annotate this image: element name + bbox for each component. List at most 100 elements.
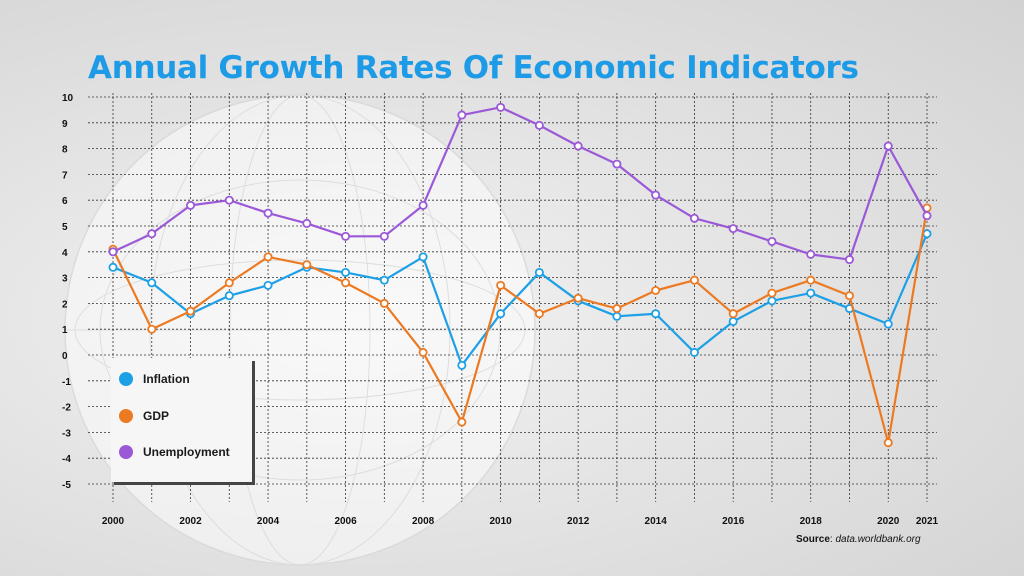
data-point-inflation: [341, 267, 351, 277]
data-point-inflation: [883, 319, 893, 329]
y-tick-label: -3: [62, 428, 71, 439]
data-point-unemployment: [689, 213, 699, 223]
x-tick-label: 2000: [102, 516, 125, 527]
series-line-inflation: [112, 233, 929, 367]
data-point-unemployment: [806, 249, 816, 259]
data-point-unemployment: [651, 190, 661, 200]
x-tick-label: 2004: [257, 516, 280, 527]
data-point-inflation: [496, 309, 506, 319]
legend-label-gdp: GDP: [143, 409, 170, 423]
data-point-unemployment: [418, 200, 428, 210]
source-note: Source: data.worldbank.org: [796, 534, 921, 545]
data-point-unemployment: [612, 159, 622, 169]
data-point-inflation: [224, 291, 234, 301]
legend-item-unemployment: Unemployment: [119, 445, 230, 459]
data-point-gdp: [844, 291, 854, 301]
data-point-gdp: [573, 293, 583, 303]
data-point-gdp: [496, 280, 506, 290]
data-point-gdp: [224, 278, 234, 288]
data-point-gdp: [341, 278, 351, 288]
x-tick-label: 2010: [489, 516, 512, 527]
y-tick-label: 7: [62, 170, 68, 181]
x-tick-label: 2002: [179, 516, 202, 527]
x-tick-label: 2016: [722, 516, 745, 527]
y-tick-label: 5: [62, 222, 68, 233]
data-point-inflation: [922, 229, 932, 239]
data-point-inflation: [689, 347, 699, 357]
data-series: [108, 102, 932, 448]
data-point-inflation: [767, 296, 777, 306]
legend-label-inflation: Inflation: [143, 372, 190, 386]
y-tick-label: 2: [62, 299, 68, 310]
x-tick-label: 2021: [916, 516, 939, 527]
data-point-unemployment: [728, 224, 738, 234]
data-point-gdp: [534, 309, 544, 319]
data-point-inflation: [728, 316, 738, 326]
data-point-inflation: [379, 275, 389, 285]
legend-label-unemployment: Unemployment: [143, 445, 230, 459]
legend-swatch-inflation: [119, 372, 133, 386]
data-point-inflation: [612, 311, 622, 321]
x-tick-label: 2014: [645, 516, 668, 527]
data-point-gdp: [689, 275, 699, 285]
data-point-gdp: [806, 275, 816, 285]
legend-swatch-unemployment: [119, 445, 133, 459]
data-point-inflation: [418, 252, 428, 262]
data-point-gdp: [457, 417, 467, 427]
data-point-unemployment: [224, 195, 234, 205]
data-point-gdp: [651, 285, 661, 295]
chart-title: Annual Growth Rates Of Economic Indicato…: [88, 50, 859, 86]
data-point-inflation: [147, 278, 157, 288]
data-point-inflation: [457, 360, 467, 370]
data-point-inflation: [108, 262, 118, 272]
data-point-gdp: [263, 252, 273, 262]
data-point-unemployment: [147, 229, 157, 239]
data-point-unemployment: [108, 247, 118, 257]
y-tick-label: 0: [62, 351, 68, 362]
data-point-inflation: [263, 280, 273, 290]
data-point-gdp: [883, 438, 893, 448]
y-tick-label: 9: [62, 119, 68, 130]
data-point-unemployment: [263, 208, 273, 218]
series-line-gdp: [112, 207, 929, 444]
legend-item-gdp: GDP: [119, 409, 169, 423]
y-tick-label: -4: [62, 454, 71, 465]
x-tick-label: 2012: [567, 516, 590, 527]
data-point-unemployment: [496, 102, 506, 112]
globe-background: [64, 94, 536, 566]
source-value: data.worldbank.org: [835, 534, 921, 545]
legend-item-inflation: Inflation: [119, 372, 190, 386]
x-tick-label: 2008: [412, 516, 435, 527]
data-point-gdp: [379, 298, 389, 308]
data-point-gdp: [612, 304, 622, 314]
y-tick-label: 3: [62, 274, 68, 285]
data-point-gdp: [186, 306, 196, 316]
y-tick-label: -5: [62, 480, 71, 491]
y-tick-label: 4: [62, 248, 68, 259]
y-tick-label: -2: [62, 403, 71, 414]
data-point-unemployment: [883, 141, 893, 151]
data-point-unemployment: [341, 231, 351, 241]
y-tick-label: 6: [62, 196, 68, 207]
series-line-unemployment: [112, 106, 928, 261]
y-tick-label: 1: [62, 325, 68, 336]
data-point-gdp: [418, 347, 428, 357]
legend-swatch-gdp: [119, 409, 133, 423]
y-tick-label: 8: [62, 145, 68, 156]
data-point-inflation: [651, 309, 661, 319]
data-point-unemployment: [534, 120, 544, 130]
data-point-gdp: [302, 260, 312, 270]
data-point-unemployment: [844, 255, 854, 265]
data-point-unemployment: [379, 231, 389, 241]
data-point-unemployment: [922, 211, 932, 221]
source-label: Source: [796, 534, 830, 545]
data-point-inflation: [534, 267, 544, 277]
legend: Inflation GDP Unemployment: [111, 358, 252, 482]
x-tick-label: 2006: [334, 516, 357, 527]
data-point-unemployment: [767, 236, 777, 246]
data-point-gdp: [728, 309, 738, 319]
data-point-gdp: [767, 288, 777, 298]
y-tick-label: 10: [62, 93, 74, 104]
